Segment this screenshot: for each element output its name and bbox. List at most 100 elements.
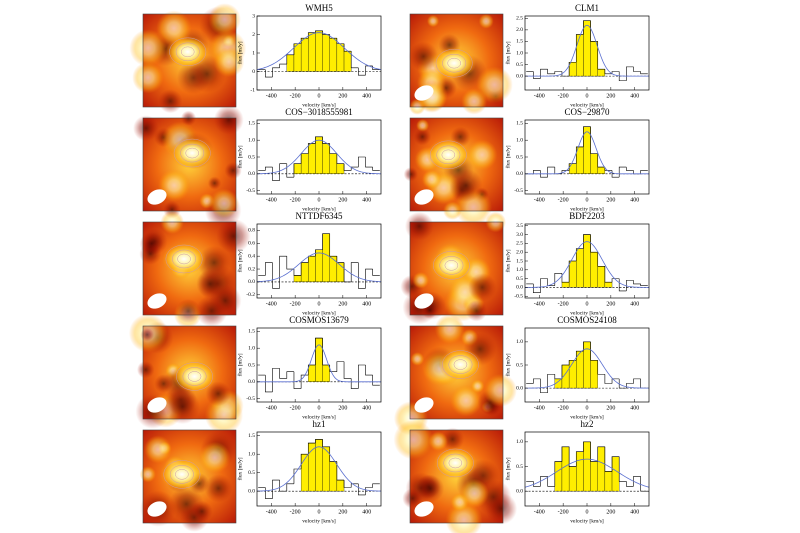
spectrum-step <box>286 54 294 65</box>
spectrum-step <box>583 234 591 249</box>
map-frame <box>142 221 237 316</box>
map-noise <box>191 500 213 523</box>
spectrum-panel: BDF2203 velocity [km/s] flux [mJy] -400 -200… <box>504 211 650 316</box>
spectrum-step <box>307 143 316 154</box>
contour <box>432 251 470 280</box>
spectrum-step <box>618 166 627 178</box>
line-emission-bin <box>300 38 309 72</box>
map-noise <box>459 478 489 508</box>
x-tick-label: -200 <box>558 405 569 411</box>
spectrum-step <box>329 233 337 257</box>
spectrum-step <box>533 378 541 384</box>
spectrum-panel: hz1 velocity [km/s] flux [mJy] -400 -200 0 200… <box>236 419 382 524</box>
spectrum-step <box>547 69 555 75</box>
line-emission-bin <box>568 466 577 492</box>
spectrum-panel: CLM1 velocity [km/s] flux [mJy] -400 -200 0 20… <box>504 3 650 108</box>
x-tick-label: -400 <box>534 301 545 307</box>
spectrum-step <box>322 439 330 448</box>
beam <box>147 397 167 413</box>
spectrum-step <box>336 461 345 481</box>
spectrum-step <box>336 38 345 45</box>
spectrum-step <box>300 374 309 389</box>
map-noise <box>129 29 167 67</box>
gaussian-fit <box>256 32 382 70</box>
source-emission <box>432 47 477 80</box>
y-tick-label: 0.0 <box>248 488 255 494</box>
spectrum-step <box>272 67 280 78</box>
spectrum-step <box>561 71 570 77</box>
contour <box>435 48 473 78</box>
spectrum-step <box>336 153 345 165</box>
spectrum-step <box>561 364 570 379</box>
spectrum-step <box>279 368 287 379</box>
source-emission <box>165 35 210 68</box>
line-emission-bin <box>576 248 584 288</box>
y-tick-label: 2.0 <box>516 249 523 255</box>
spectrum-step <box>272 368 280 392</box>
gaussian-fit <box>524 348 650 389</box>
y-tick-label: -0.5 <box>514 294 523 300</box>
x-tick-label: -400 <box>266 197 277 203</box>
line-emission-bin <box>343 51 352 72</box>
spectrum-step <box>272 479 280 499</box>
y-axis-label: flux [mJy] <box>236 41 243 64</box>
line-emission-bin <box>597 166 606 174</box>
panel-title: NTTDF6345 <box>296 211 343 221</box>
map <box>393 419 518 533</box>
spectrum-step <box>322 338 330 366</box>
y-axis-label: flux [mJy] <box>504 249 511 272</box>
map <box>393 314 517 436</box>
y-tick-label: 0.0 <box>516 488 523 494</box>
x-tick-label: -400 <box>534 405 545 411</box>
y-tick-label: -1 <box>250 87 255 93</box>
spectrum-step <box>604 266 613 283</box>
y-axis-label: flux [mJy] <box>236 145 243 168</box>
spectrum-step <box>336 361 345 372</box>
x-tick-label: -200 <box>558 509 569 515</box>
line-emission-bin <box>568 163 577 174</box>
spectrum-panel: COSMOS24108 velocity [km/s] flux [mJy] -400… <box>504 315 650 420</box>
y-axis-label: flux [mJy] <box>504 353 511 376</box>
map-noise <box>208 3 241 36</box>
source-emission <box>438 348 483 381</box>
spectrum-step <box>350 262 359 282</box>
map-noise <box>404 211 434 241</box>
spectrum-step <box>286 256 294 270</box>
map <box>408 13 513 115</box>
x-tick-label: 400 <box>362 301 371 307</box>
beam <box>414 85 434 101</box>
spectrum-step <box>575 451 584 467</box>
y-tick-label: 0.5 <box>248 154 255 160</box>
line-emission-bin <box>336 479 345 492</box>
map-noise <box>428 431 449 452</box>
spectrum-panel: hz2 velocity [km/s] flux [mJy] -400 -200 0 200… <box>504 419 650 524</box>
x-tick-label: -200 <box>290 509 301 515</box>
y-tick-label: 3.0 <box>516 232 523 238</box>
y-tick-label: 1.5 <box>248 433 255 439</box>
line-emission-bin <box>568 260 577 288</box>
x-tick-label: 400 <box>362 405 371 411</box>
spectrum-step <box>554 374 562 380</box>
contour <box>165 244 203 274</box>
y-tick-label: 2.5 <box>516 241 523 247</box>
contour <box>176 362 213 391</box>
spectrum-panel: COS−29870 velocity [km/s] flux [mJy] -400 -2… <box>504 107 650 212</box>
line-emission-bin <box>329 256 338 283</box>
y-tick-label: 2.5 <box>516 16 523 22</box>
spectrum-step <box>343 163 352 171</box>
y-tick-label: 0.5 <box>516 154 523 160</box>
map-noise <box>132 61 164 94</box>
y-tick-label: 2 <box>252 32 255 38</box>
line-emission-bin <box>329 461 338 492</box>
spectrum-step <box>358 156 366 168</box>
y-tick-label: 0.5 <box>516 276 523 282</box>
contour <box>447 57 461 69</box>
contour <box>448 355 473 374</box>
map <box>133 105 244 229</box>
line-emission-bin <box>336 43 345 72</box>
map <box>129 3 247 114</box>
y-tick-label: -0.5 <box>246 396 255 402</box>
spectrum-step <box>293 269 302 276</box>
x-tick-label: -200 <box>290 93 301 99</box>
